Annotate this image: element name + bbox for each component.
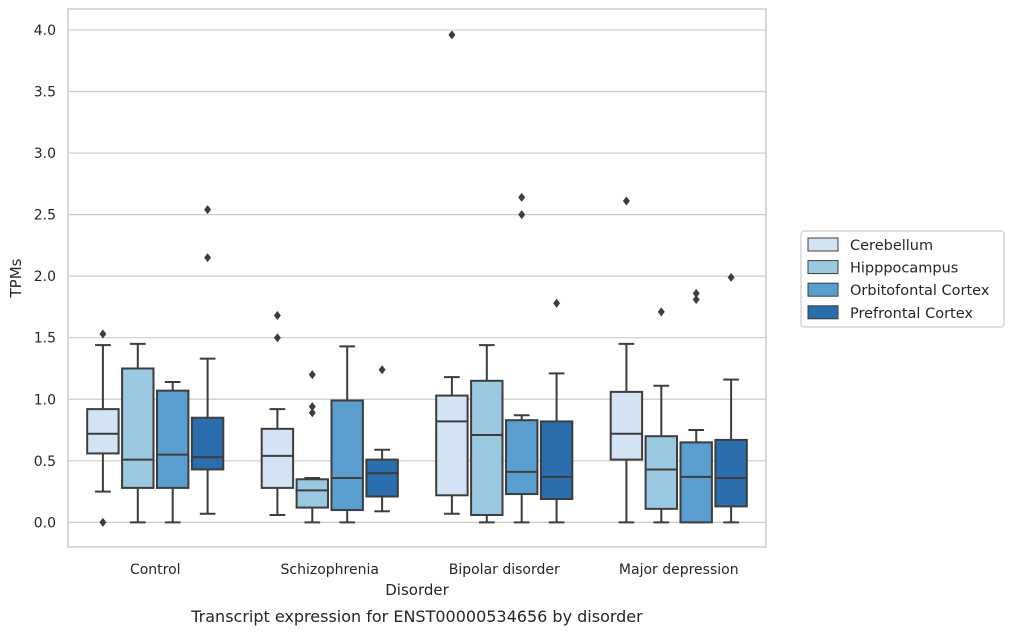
legend-label: Prefrontal Cortex <box>850 306 973 322</box>
y-tick-label: 0.5 <box>34 454 56 470</box>
y-tick-label: 0.0 <box>34 515 56 531</box>
outlier-point <box>308 370 316 380</box>
x-axis-title: Disorder <box>385 581 449 599</box>
box-iqr <box>504 419 539 496</box>
x-tick-label: Bipolar disorder <box>449 562 560 578</box>
box <box>714 272 748 524</box>
box <box>330 345 364 524</box>
outlier-point <box>518 210 526 220</box>
box-iqr <box>86 408 120 455</box>
box-iqr <box>155 389 190 489</box>
legend-swatch <box>807 237 839 252</box>
box-iqr <box>121 367 155 489</box>
box <box>121 342 155 524</box>
box <box>609 196 644 524</box>
box-plots <box>86 30 748 527</box>
outlier-point <box>727 272 735 282</box>
outlier-point <box>308 408 316 418</box>
x-tick-label: Control <box>130 562 181 578</box>
box <box>679 288 713 524</box>
box-iqr <box>714 438 748 508</box>
box-iqr <box>260 427 295 489</box>
box-iqr <box>679 441 713 524</box>
outlier-point <box>99 517 107 527</box>
x-tick-labels: Control Schizophrenia Bipolar disorder Majo… <box>130 562 739 578</box>
box-iqr <box>539 420 574 500</box>
box-iqr <box>435 394 469 497</box>
box-iqr <box>470 379 504 516</box>
box <box>470 344 504 524</box>
y-tick-labels: 0.0 0.5 1.0 1.5 2.0 2.5 3.0 3.5 4.0 <box>34 23 56 531</box>
box-iqr <box>190 416 225 471</box>
box <box>539 298 574 524</box>
y-tick-label: 2.0 <box>34 269 56 285</box>
chart-caption: Transcript expression for ENST0000053465… <box>190 607 643 626</box>
legend-label: Hipppocampus <box>850 261 958 277</box>
x-tick-label: Major depression <box>619 562 739 578</box>
legend-label: Cerebellum <box>850 238 933 254</box>
y-tick-label: 3.0 <box>34 146 56 162</box>
y-tick-label: 2.5 <box>34 208 56 224</box>
box <box>260 311 295 516</box>
box-iqr <box>365 458 399 498</box>
box-iqr <box>330 399 364 512</box>
outlier-point <box>99 329 107 339</box>
outlier-point <box>692 288 700 298</box>
legend-swatch <box>807 305 839 320</box>
box <box>155 381 190 524</box>
legend-swatch <box>807 282 839 297</box>
outlier-point <box>273 333 281 343</box>
y-tick-label: 4.0 <box>34 23 56 39</box>
outlier-point <box>622 196 630 206</box>
plot-frame <box>67 8 767 548</box>
outlier-point <box>204 253 212 263</box>
outlier-point <box>273 311 281 321</box>
box <box>504 192 539 524</box>
legend-label: Orbitofontal Cortex <box>850 283 990 299</box>
y-tick-label: 1.5 <box>34 331 56 347</box>
box <box>365 365 399 513</box>
y-axis-title: TPMs <box>7 258 25 298</box>
outlier-point <box>378 365 386 375</box>
box-iqr <box>295 478 330 509</box>
outlier-point <box>308 402 316 412</box>
box <box>295 370 330 524</box>
legend-swatch <box>807 260 839 275</box>
y-tick-label: 3.5 <box>34 84 56 100</box>
box-iqr <box>644 435 679 510</box>
box <box>435 30 469 515</box>
outlier-point <box>204 205 212 215</box>
box <box>190 205 225 515</box>
box <box>644 307 679 524</box>
outlier-point <box>657 307 665 317</box>
box-iqr <box>609 390 644 461</box>
outlier-point <box>692 295 700 305</box>
box <box>86 329 120 527</box>
outlier-point <box>553 298 561 308</box>
y-tick-label: 1.0 <box>34 392 56 408</box>
legend: Cerebellum Hipppocampus Orbitofontal Corte… <box>800 230 1005 328</box>
x-tick-label: Schizophrenia <box>281 562 379 578</box>
outlier-point <box>448 30 456 40</box>
legend-frame <box>800 230 1005 328</box>
outlier-point <box>518 192 526 202</box>
